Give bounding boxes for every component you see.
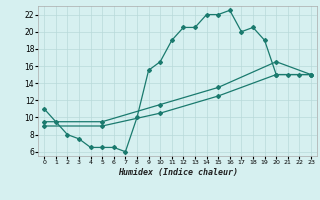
X-axis label: Humidex (Indice chaleur): Humidex (Indice chaleur) [118,168,238,177]
